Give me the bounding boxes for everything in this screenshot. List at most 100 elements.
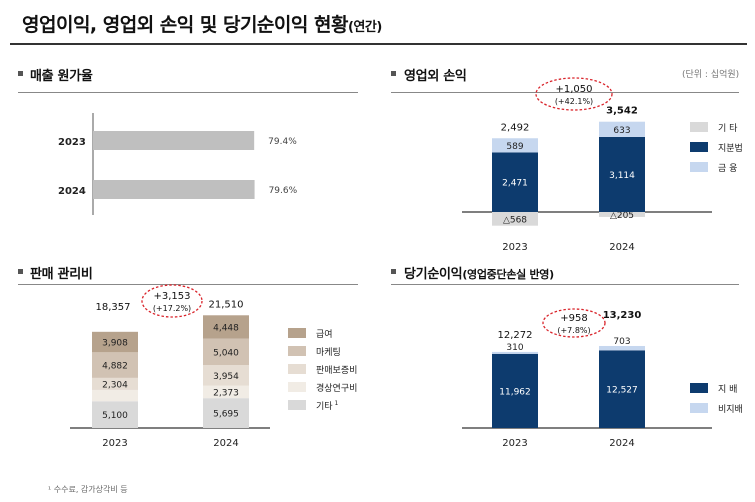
sga-change-ellipse <box>141 284 203 318</box>
net-bar-segment <box>492 351 538 354</box>
sga-segment-label: 4,882 <box>102 362 128 372</box>
net-total-label: 12,272 <box>498 330 533 341</box>
net-title: 당기순이익(영업중단손실 반영) <box>404 263 554 282</box>
nonop-legend-swatch <box>690 122 708 132</box>
sga-bar-segment <box>203 365 249 386</box>
sga-legend-swatch <box>288 400 306 410</box>
nonop-legend-swatch <box>690 162 708 172</box>
cogs-data-label: 79.6% <box>269 186 298 196</box>
cogs-data-label: 79.4% <box>268 137 297 147</box>
cogs-bar <box>93 180 255 199</box>
sga-change-pct: (+17.2%) <box>153 304 191 313</box>
nonop-segment-label: 633 <box>613 126 630 136</box>
sga-bar-segment <box>203 338 249 366</box>
net-segment-label: 310 <box>506 343 523 353</box>
sga-legend-swatch <box>288 346 306 356</box>
sga-segment-label: 2,373 <box>213 388 239 398</box>
nonop-segment-label: △205 <box>610 211 634 221</box>
footnote: ¹ 수수료, 감가상각비 등 <box>48 485 128 494</box>
nonop-bar-segment <box>599 136 645 212</box>
net-legend-swatch <box>690 403 708 413</box>
sga-segment-label: 2,304 <box>102 380 128 390</box>
section-marker-nonop <box>391 71 396 76</box>
sga-legend-label: 경상연구비 <box>316 382 357 394</box>
nonop-bar-segment <box>492 212 538 226</box>
net-category-label: 2023 <box>502 438 527 449</box>
nonop-legend-label: 기 타 <box>718 123 738 134</box>
sga-chart: 5,1002,1632,3044,8823,90818,35720235,695… <box>70 284 357 449</box>
net-change-value: +958 <box>560 313 587 324</box>
sga-bar-segment <box>92 352 138 378</box>
cogs-title: 매출 원가율 <box>30 69 93 84</box>
net-total-label: 13,230 <box>603 310 642 321</box>
nonop-category-label: 2023 <box>502 242 527 253</box>
nonop-segment-label: 2,471 <box>502 179 528 189</box>
net-segment-label: 703 <box>613 337 630 347</box>
nonop-chart: △568 2,471 589 2,492 2023 △205 3,114 633 3,542 20… <box>462 77 743 253</box>
net-legend-label: 비지배 <box>718 404 743 415</box>
net-bar-segment <box>599 345 645 351</box>
nonop-change-pct: (+42.1%) <box>555 97 593 106</box>
sga-bar-segment <box>203 315 249 339</box>
net-bar-segment <box>599 350 645 428</box>
nonop-bar-segment <box>599 212 645 217</box>
sga-bar-segment <box>92 401 138 428</box>
nonop-bar-segment <box>492 138 538 153</box>
nonop-segment-label: 3,114 <box>609 171 635 181</box>
sga-legend-label: 마케팅 <box>316 347 341 358</box>
net-category-label: 2024 <box>609 438 634 449</box>
nonop-change-ellipse <box>535 77 613 111</box>
sga-segment-label: 3,908 <box>102 339 128 349</box>
sga-legend-swatch <box>288 364 306 374</box>
net-chart: 11,962 310 12,272 2023 12,527 703 13,230 2024 +9… <box>462 308 743 449</box>
nonop-segment-label: 589 <box>506 142 523 152</box>
net-change-pct: (+7.8%) <box>557 326 590 335</box>
sga-legend-label: 판매보증비 <box>316 365 357 376</box>
page-title: 영업이익, 영업외 손익 및 당기순이익 현황(연간) <box>22 10 382 37</box>
sga-legend-swatch <box>288 328 306 338</box>
sga-bar-segment <box>92 377 138 390</box>
sga-segment-label: 5,100 <box>102 411 128 421</box>
section-marker-sga <box>18 269 23 274</box>
sga-segment-label: 3,954 <box>213 372 239 382</box>
sga-change-value: +3,153 <box>153 291 190 302</box>
sga-total-label: 18,357 <box>96 302 131 313</box>
sga-legend-swatch <box>288 382 306 392</box>
nonop-legend-swatch <box>690 142 708 152</box>
cogs-category-label: 2024 <box>58 186 86 197</box>
cogs-chart: 2023 79.4% 2024 79.6% <box>58 113 298 215</box>
sga-bar-segment <box>203 398 249 428</box>
sga-total-label: 21,510 <box>209 299 244 310</box>
sga-segment-label: 5,040 <box>213 348 239 358</box>
sga-divider <box>18 284 358 285</box>
title-divider <box>10 43 747 45</box>
nonop-category-label: 2024 <box>609 242 634 253</box>
net-title-text: 당기순이익 <box>404 267 463 282</box>
net-divider <box>391 284 739 285</box>
page-title-suffix: (연간) <box>347 20 382 35</box>
cogs-category-label: 2023 <box>58 137 86 148</box>
nonop-segment-label: △568 <box>503 215 527 225</box>
sga-bar-segment <box>92 389 138 402</box>
net-segment-label: 12,527 <box>606 386 638 396</box>
sga-bar-segment <box>203 385 249 399</box>
net-legend-swatch <box>690 383 708 393</box>
sga-category-label: 2023 <box>102 438 127 449</box>
net-title-suffix: (영업중단손실 반영) <box>462 268 554 281</box>
nonop-legend-label: 지분법 <box>718 143 743 154</box>
sga-legend-label: 급여 <box>316 328 333 340</box>
sga-legend-label: 기타 1 <box>316 400 338 412</box>
sga-segment-label: 5,695 <box>213 410 239 420</box>
page-title-text: 영업이익, 영업외 손익 및 당기순이익 현황 <box>22 14 348 36</box>
net-change-ellipse <box>542 308 606 338</box>
cogs-bar <box>93 131 255 150</box>
sga-title: 판매 관리비 <box>30 267 93 282</box>
sga-segment-label: 4,448 <box>213 323 239 333</box>
section-marker-cogs <box>18 71 23 76</box>
nonop-bar-segment <box>492 152 538 212</box>
cogs-divider <box>18 92 358 93</box>
nonop-bar-segment <box>599 121 645 137</box>
nonop-title: 영업외 손익 <box>404 69 467 84</box>
unit-label: (단위 : 십억원) <box>682 70 740 80</box>
net-legend-label: 지 배 <box>718 384 737 395</box>
